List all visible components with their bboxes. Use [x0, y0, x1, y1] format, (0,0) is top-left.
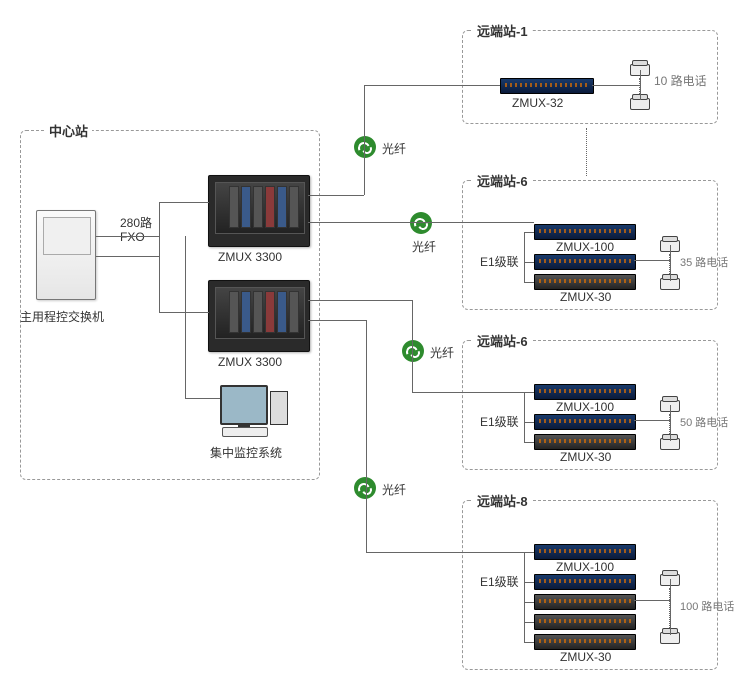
connection-line [524, 422, 534, 423]
connection-line [634, 260, 670, 261]
rack-label: ZMUX-100 [556, 240, 614, 254]
fiber-icon [410, 212, 432, 234]
connection-line [524, 552, 525, 642]
diagram-canvas: 中心站 主用程控交换机 280路 FXO ZMUX 3300 ZMUX 3300… [0, 0, 750, 681]
connection-line [308, 320, 366, 321]
phone-icon [660, 396, 678, 410]
remote-1-rack [500, 78, 594, 94]
remote-gap-dots [586, 128, 587, 176]
fiber-label-4: 光纤 [382, 481, 406, 498]
rack [534, 634, 636, 650]
monitor-label: 集中监控系统 [210, 444, 282, 461]
remote-1-title: 远端站-1 [473, 21, 532, 40]
phone-icon [660, 236, 678, 250]
remote-6b-title: 远端站-6 [473, 331, 532, 350]
connection-line [524, 262, 534, 263]
remote-8-phones-label: 100 路电话 [680, 598, 734, 614]
phone-icon [660, 628, 678, 642]
connection-line [634, 420, 670, 421]
connection-line [634, 600, 670, 601]
connection-line [96, 256, 159, 257]
connection-line [364, 85, 365, 195]
rack-label: ZMUX-100 [556, 400, 614, 414]
phone-icon [630, 94, 648, 108]
fxo-label: 280路 FXO [120, 216, 152, 244]
e1-label: E1级联 [480, 413, 519, 430]
connection-line [366, 320, 367, 552]
connection-line [308, 300, 412, 301]
connection-line [524, 392, 525, 442]
rack [534, 614, 636, 630]
fiber-icon [402, 340, 424, 362]
rack [534, 594, 636, 610]
rack-label: ZMUX-30 [560, 650, 611, 664]
rack [534, 414, 636, 430]
connection-line [592, 85, 640, 86]
remote-6a-title: 远端站-6 [473, 171, 532, 190]
phone-icon [660, 570, 678, 584]
connection-line [524, 282, 534, 283]
connection-line [364, 85, 500, 86]
connection-line [640, 70, 641, 100]
connection-line [185, 398, 220, 399]
remote-8-title: 远端站-8 [473, 491, 532, 510]
remote-6a-phones-label: 35 路电话 [680, 254, 728, 270]
zmux3300-a-label: ZMUX 3300 [218, 250, 282, 264]
connection-line [159, 312, 209, 313]
connection-line [308, 195, 364, 196]
e1-label: E1级联 [480, 253, 519, 270]
phone-icon [660, 274, 678, 288]
zmux3300-b [208, 280, 310, 352]
connection-line [524, 232, 525, 282]
connection-line [524, 602, 534, 603]
connection-line [96, 236, 159, 237]
connection-line [524, 232, 534, 233]
remote-1-phones-label: 10 路电话 [654, 72, 707, 89]
connection-line [670, 245, 671, 281]
connection-line [159, 202, 209, 203]
fiber-label-1: 光纤 [382, 140, 406, 157]
rack [534, 254, 636, 270]
remote-1-rack-label: ZMUX-32 [512, 96, 563, 110]
zmux3300-b-label: ZMUX 3300 [218, 355, 282, 369]
phone-icon [630, 60, 648, 74]
e1-label: E1级联 [480, 573, 519, 590]
rack-label: ZMUX-30 [560, 290, 611, 304]
connection-line [159, 202, 160, 312]
remote-6b-phones-label: 50 路电话 [680, 414, 728, 430]
center-title: 中心站 [45, 121, 92, 140]
rack [534, 434, 636, 450]
rack [534, 274, 636, 290]
rack-label: ZMUX-30 [560, 450, 611, 464]
connection-line [366, 552, 534, 553]
pbx-label: 主用程控交换机 [20, 308, 104, 325]
phone-icon [660, 434, 678, 448]
connection-line [524, 442, 534, 443]
connection-line [412, 300, 413, 392]
rack [534, 544, 636, 560]
connection-line [524, 392, 534, 393]
zmux3300-a [208, 175, 310, 247]
fiber-label-2: 光纤 [412, 238, 436, 255]
rack [534, 224, 636, 240]
connection-line [524, 642, 534, 643]
connection-line [524, 582, 534, 583]
connection-line [524, 552, 534, 553]
connection-line [524, 622, 534, 623]
connection-line [412, 392, 534, 393]
connection-line [308, 222, 534, 223]
rack [534, 384, 636, 400]
fiber-label-3: 光纤 [430, 344, 454, 361]
rack [534, 574, 636, 590]
connection-line [670, 405, 671, 441]
pbx-server [36, 210, 96, 300]
fiber-icon [354, 477, 376, 499]
monitor-pc [220, 385, 292, 440]
connection-line [185, 236, 186, 398]
rack-label: ZMUX-100 [556, 560, 614, 574]
connection-line [670, 579, 671, 635]
fiber-icon [354, 136, 376, 158]
